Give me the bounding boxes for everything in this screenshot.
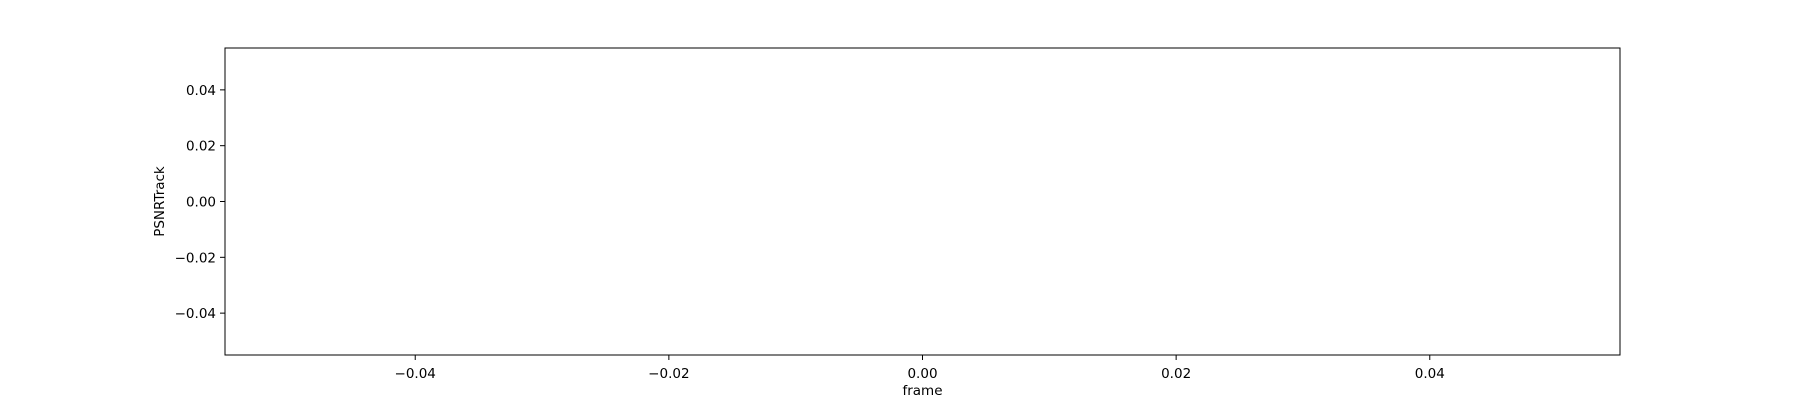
x-axis-ticks: −0.04 −0.02 0.00 0.02 0.04	[395, 355, 1445, 382]
x-tick-label: −0.02	[648, 366, 689, 382]
y-tick-label: 0.02	[186, 139, 216, 155]
x-tick-label: 0.02	[1161, 366, 1191, 382]
x-axis-label: frame	[902, 383, 942, 399]
y-axis-label: PSNRTrack	[152, 166, 168, 237]
plot-area-frame	[224, 47, 1621, 356]
x-tick-label: 0.00	[907, 366, 937, 382]
y-tick-label: 0.04	[186, 83, 216, 99]
y-axis-ticks: 0.04 0.02 0.00 −0.02 −0.04	[175, 83, 225, 322]
y-tick-label: −0.02	[175, 250, 216, 266]
x-tick-label: −0.04	[395, 366, 436, 382]
x-tick-label: 0.04	[1415, 366, 1445, 382]
y-tick-label: −0.04	[175, 306, 216, 322]
y-tick-label: 0.00	[186, 195, 216, 211]
